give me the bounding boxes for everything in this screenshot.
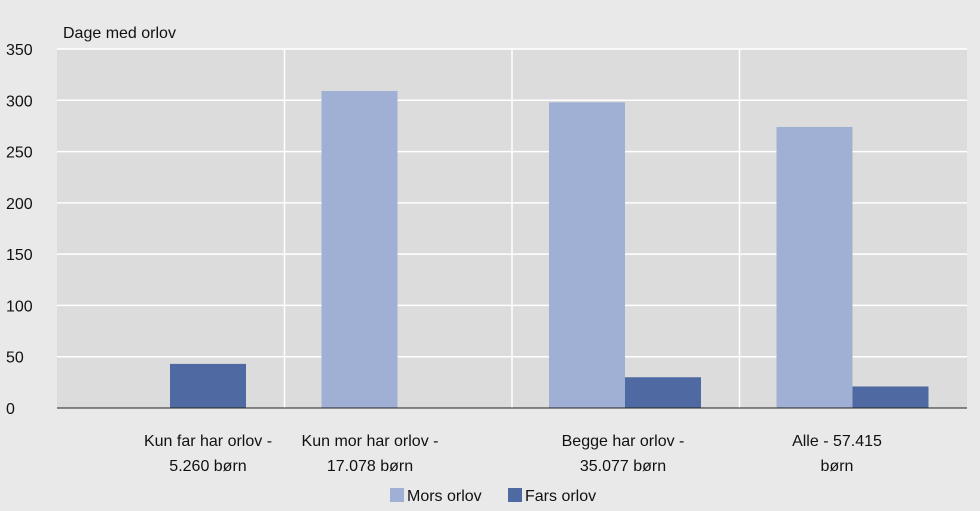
bar-mors-orlov-2 <box>549 102 625 408</box>
y-tick-label: 250 <box>6 145 33 162</box>
legend-label: Fars orlov <box>525 488 596 505</box>
x-category-labels: Kun far har orlov - 5.260 børn Kun mor har… <box>144 433 882 475</box>
bar-fars-orlov-2 <box>625 377 701 408</box>
x-category-label: 17.078 børn <box>327 458 413 475</box>
legend-label: Mors orlov <box>407 488 482 505</box>
x-category-label: Alle - 57.415 <box>792 433 882 450</box>
x-category-label: 35.077 børn <box>580 458 666 475</box>
y-tick-label: 0 <box>6 401 15 418</box>
legend-swatch <box>390 488 404 502</box>
y-tick-label: 300 <box>6 93 33 110</box>
x-category-label: børn <box>821 458 854 475</box>
bar-mors-orlov-1 <box>321 91 398 408</box>
x-category-label: Begge har orlov - <box>562 433 685 450</box>
y-tick-label: 100 <box>6 298 33 315</box>
legend: Mors orlov Fars orlov <box>390 488 596 505</box>
gridlines <box>57 48 967 408</box>
y-tick-labels: 0 50 100 150 200 250 300 350 <box>6 42 33 418</box>
x-category-label: Kun mor har orlov - <box>302 433 439 450</box>
bar-fars-orlov-3 <box>852 386 929 408</box>
y-tick-label: 350 <box>6 42 33 59</box>
bar-mors-orlov-3 <box>776 126 853 408</box>
bar-fars-orlov-0 <box>170 363 246 408</box>
y-tick-label: 150 <box>6 247 33 264</box>
y-axis-label: Dage med orlov <box>63 25 176 42</box>
y-tick-label: 50 <box>6 350 24 367</box>
bars <box>170 91 929 408</box>
x-category-label: Kun far har orlov - <box>144 433 272 450</box>
legend-swatch <box>508 488 522 502</box>
x-category-label: 5.260 børn <box>169 458 246 475</box>
y-tick-label: 200 <box>6 196 33 213</box>
